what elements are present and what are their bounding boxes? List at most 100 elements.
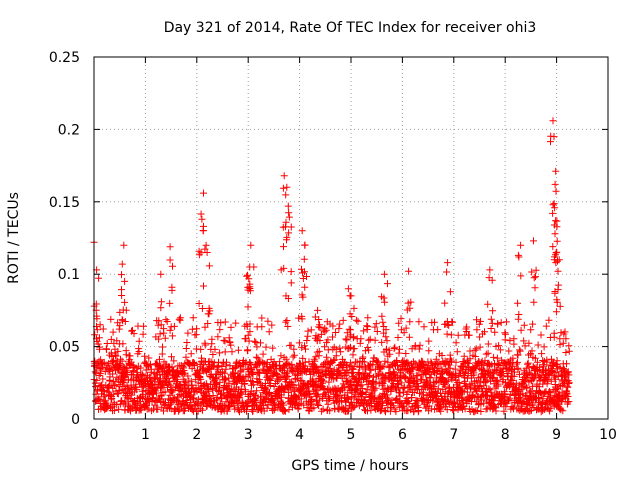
data-point bbox=[227, 323, 235, 331]
data-point bbox=[166, 299, 174, 307]
x-tick-label: 2 bbox=[192, 427, 201, 443]
data-point bbox=[361, 406, 368, 414]
data-point bbox=[97, 366, 105, 374]
data-point bbox=[405, 333, 413, 341]
data-point bbox=[297, 386, 305, 394]
data-point bbox=[234, 346, 242, 354]
data-point bbox=[382, 326, 390, 334]
data-point bbox=[118, 357, 126, 365]
data-point bbox=[527, 326, 535, 334]
data-point bbox=[290, 367, 298, 375]
data-point bbox=[247, 377, 255, 385]
data-point bbox=[300, 255, 308, 263]
data-point bbox=[287, 279, 295, 287]
data-point bbox=[168, 353, 175, 361]
data-point bbox=[344, 285, 352, 293]
data-point bbox=[564, 383, 572, 391]
data-point bbox=[287, 223, 295, 231]
data-point bbox=[530, 274, 538, 282]
data-point bbox=[380, 362, 388, 370]
data-point bbox=[100, 358, 108, 366]
data-point bbox=[552, 167, 560, 175]
data-point bbox=[338, 405, 346, 413]
data-point bbox=[184, 329, 192, 337]
data-point bbox=[290, 345, 298, 353]
data-point bbox=[200, 282, 207, 290]
data-point bbox=[509, 354, 517, 362]
data-point bbox=[409, 373, 417, 381]
data-point bbox=[554, 257, 561, 265]
data-point bbox=[444, 259, 452, 267]
data-point bbox=[314, 400, 321, 408]
data-point bbox=[182, 345, 190, 352]
data-point bbox=[402, 350, 410, 357]
data-point bbox=[515, 253, 523, 261]
data-point bbox=[550, 133, 558, 141]
data-point bbox=[108, 395, 116, 402]
data-point bbox=[401, 360, 409, 368]
data-point bbox=[109, 370, 117, 378]
data-point bbox=[517, 326, 525, 334]
data-point bbox=[216, 326, 224, 334]
data-point bbox=[193, 325, 201, 333]
data-point bbox=[270, 383, 278, 390]
data-point bbox=[184, 372, 192, 380]
data-point bbox=[137, 364, 145, 372]
data-point bbox=[513, 360, 521, 368]
data-point bbox=[380, 294, 388, 302]
data-point bbox=[283, 233, 291, 241]
data-point bbox=[116, 308, 124, 316]
data-point bbox=[414, 372, 422, 380]
data-point bbox=[473, 326, 481, 334]
data-point bbox=[169, 387, 177, 395]
data-point bbox=[364, 381, 372, 389]
data-point bbox=[319, 377, 327, 385]
chart-title: Day 321 of 2014, Rate Of TEC Index for r… bbox=[164, 20, 537, 36]
data-point bbox=[556, 364, 564, 372]
data-point bbox=[455, 379, 463, 387]
data-point bbox=[250, 381, 258, 389]
data-point bbox=[564, 393, 572, 400]
data-point bbox=[346, 333, 354, 341]
data-point bbox=[311, 357, 319, 365]
data-point bbox=[532, 273, 539, 281]
data-point bbox=[374, 358, 382, 366]
data-point bbox=[288, 381, 296, 388]
data-point bbox=[139, 330, 147, 338]
data-point bbox=[122, 306, 130, 314]
data-point bbox=[249, 407, 257, 415]
data-point bbox=[380, 377, 388, 385]
data-point bbox=[338, 397, 346, 405]
data-point bbox=[391, 343, 399, 351]
data-point bbox=[324, 336, 332, 344]
data-point bbox=[301, 342, 308, 350]
data-point bbox=[435, 364, 443, 372]
data-point bbox=[500, 407, 508, 415]
data-point bbox=[348, 313, 356, 320]
data-point bbox=[221, 337, 229, 345]
data-point bbox=[156, 330, 164, 338]
data-point bbox=[105, 382, 113, 390]
x-tick-label: 0 bbox=[90, 427, 99, 443]
data-point bbox=[540, 362, 548, 370]
data-point bbox=[362, 391, 370, 398]
data-point bbox=[284, 373, 292, 380]
data-point bbox=[539, 395, 547, 403]
data-point bbox=[471, 353, 479, 360]
data-point bbox=[372, 384, 380, 392]
data-point bbox=[168, 388, 176, 396]
data-point bbox=[314, 306, 322, 314]
data-point bbox=[310, 404, 318, 412]
data-point bbox=[142, 374, 150, 382]
data-point bbox=[448, 357, 455, 365]
data-point bbox=[347, 343, 354, 351]
data-point bbox=[213, 379, 221, 387]
data-point bbox=[302, 345, 309, 353]
data-point bbox=[118, 286, 125, 294]
data-point bbox=[145, 354, 153, 362]
data-point bbox=[141, 358, 149, 366]
data-point bbox=[121, 277, 129, 285]
data-point bbox=[407, 298, 415, 306]
data-point bbox=[556, 341, 564, 349]
data-point bbox=[465, 331, 473, 339]
